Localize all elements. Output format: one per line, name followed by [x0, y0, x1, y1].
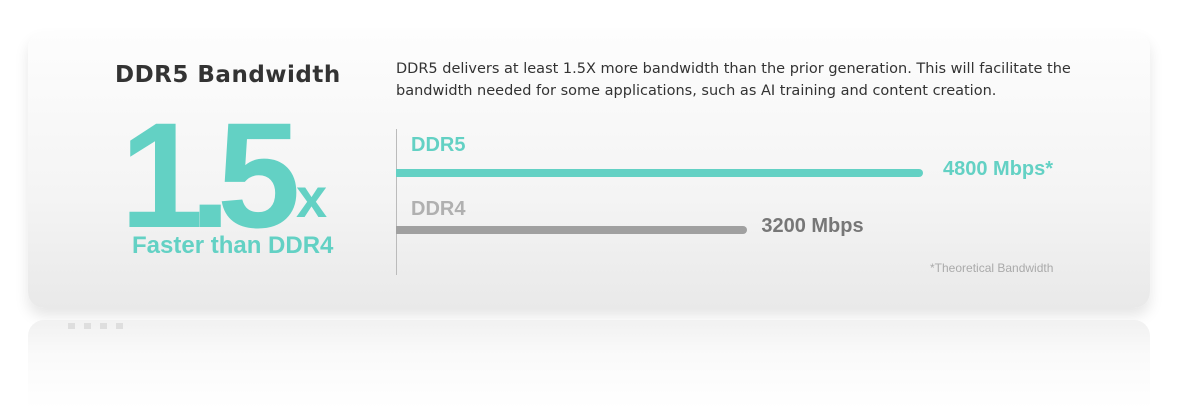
bar-label-ddr5: DDR5 — [411, 134, 466, 156]
bar-ddr5 — [396, 169, 923, 177]
footnote: *Theoretical Bandwidth — [930, 261, 1054, 275]
page-title: DDR5 Bandwidth — [115, 62, 341, 88]
value-label-ddr4: 3200 Mbps — [761, 215, 864, 237]
highlight-suffix: x — [296, 166, 328, 229]
pagination-dots — [68, 323, 123, 329]
chart-axis — [396, 129, 397, 275]
description: DDR5 delivers at least 1.5X more bandwid… — [396, 61, 1071, 99]
bar-label-ddr4: DDR4 — [411, 198, 466, 220]
bar-ddr4 — [396, 226, 748, 234]
card-reflection — [28, 320, 1150, 409]
value-label-ddr5: 4800 Mbps* — [943, 158, 1054, 180]
highlight-value: 1.5 — [120, 91, 300, 259]
highlight-caption: Faster than DDR4 — [132, 232, 334, 259]
